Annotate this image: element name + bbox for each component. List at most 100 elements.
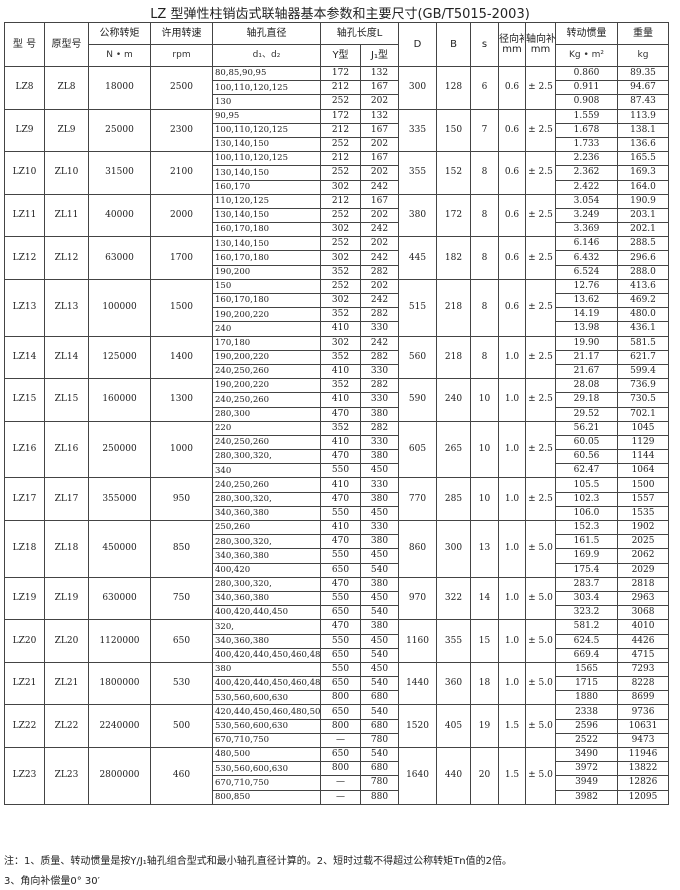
cell-text: 302 bbox=[331, 181, 350, 192]
cell: 242 bbox=[359, 179, 400, 195]
cell: 1520 bbox=[398, 704, 438, 748]
cell-text: 650 bbox=[331, 749, 350, 760]
cell: 9473 bbox=[617, 732, 670, 749]
data-row: LZ12 ZL12 63000 1700 130,140,150 252 202 445 182… bbox=[4, 236, 670, 280]
cell-text: 330 bbox=[370, 522, 389, 533]
cell-text: 0.911 bbox=[573, 82, 600, 93]
cell: 80,85,90,95 bbox=[212, 65, 321, 82]
cell-text: 202 bbox=[370, 238, 389, 249]
cell: ZL12 bbox=[44, 236, 89, 280]
cell-text: 590 bbox=[408, 394, 427, 405]
cell: 13 bbox=[470, 520, 500, 578]
data-row: 670,710,750 — 780 3949 12826 bbox=[5, 775, 670, 791]
cell: 132 bbox=[359, 108, 400, 124]
cell-text: ZL21 bbox=[54, 678, 79, 689]
cell: 106.0 bbox=[555, 505, 619, 522]
cell-text: d₁、d₂ bbox=[252, 50, 281, 60]
cell-text: 380 bbox=[370, 578, 389, 589]
cell: 2300 bbox=[150, 108, 213, 153]
cell: 240,250,260 bbox=[212, 434, 321, 451]
cell-text: 1800000 bbox=[99, 678, 140, 689]
cell-text: 380 bbox=[215, 664, 232, 675]
cell: ± 2.5 bbox=[525, 477, 557, 521]
cell: 282 bbox=[359, 264, 400, 280]
cell: 380 bbox=[359, 534, 400, 550]
cell-text: 850 bbox=[172, 543, 191, 554]
cell: 400,420 bbox=[212, 562, 321, 578]
cell: s bbox=[470, 22, 500, 67]
cell-text: 280,300,320, bbox=[215, 536, 272, 547]
cell-text: 469.2 bbox=[630, 295, 656, 306]
cell-text: 3068 bbox=[631, 607, 655, 618]
cell-text: LZ22 bbox=[12, 720, 37, 731]
data-row: 280,300,320, 470 380 102.3 1557 bbox=[5, 491, 670, 507]
cell-text: 20 bbox=[478, 770, 491, 781]
cell: 252 bbox=[320, 94, 361, 110]
cell: 3.369 bbox=[555, 222, 619, 238]
cell: 202 bbox=[359, 207, 400, 224]
cell-text: ± 2.5 bbox=[528, 493, 553, 504]
cell-text: 340,360,380 bbox=[215, 635, 270, 646]
data-row: LZ18 ZL18 450000 850 250,260 410 330 860 300 13 1.… bbox=[4, 519, 670, 578]
cell: 212 bbox=[320, 151, 361, 167]
cell: 680 bbox=[359, 761, 400, 777]
cell-text: 650 bbox=[331, 564, 350, 575]
cell: 2000 bbox=[150, 193, 213, 238]
cell-text: LZ15 bbox=[12, 394, 37, 405]
cell-text: 3949 bbox=[575, 777, 598, 788]
cell: 轴孔长度L bbox=[319, 22, 400, 45]
cell-text: 202 bbox=[370, 280, 389, 291]
cell-text: 190,200,220 bbox=[215, 352, 270, 363]
cell: 2100 bbox=[150, 151, 213, 195]
cell-text: 60.56 bbox=[573, 451, 600, 462]
cell: 167 bbox=[359, 193, 400, 209]
cell: 转动惯量 bbox=[555, 22, 619, 45]
cell: ZL14 bbox=[44, 335, 89, 380]
cell: 1557 bbox=[617, 491, 670, 507]
cell-text: 240 bbox=[444, 394, 463, 405]
cell: 212 bbox=[320, 193, 361, 209]
cell: 650 bbox=[320, 605, 361, 621]
cell-text: 252 bbox=[331, 96, 350, 107]
cell: 450000 bbox=[88, 520, 151, 578]
cell: ZL19 bbox=[44, 576, 89, 621]
cell-text: 重量 bbox=[633, 27, 654, 39]
cell: 320, bbox=[212, 619, 321, 635]
cell: kg bbox=[617, 44, 670, 67]
cell: 240,250,260 bbox=[212, 392, 321, 408]
cell: 130,140,150 bbox=[212, 236, 321, 252]
cell: ZL20 bbox=[44, 619, 89, 663]
cell-text: LZ21 bbox=[12, 678, 37, 689]
cell: 515 bbox=[398, 278, 438, 337]
cell: N • m bbox=[88, 44, 151, 67]
cell-text: 160,170,180 bbox=[215, 252, 270, 263]
cell: 8 bbox=[470, 151, 500, 195]
cell-text: 167 bbox=[370, 82, 389, 93]
cell-text: 480,500 bbox=[215, 749, 251, 760]
cell: 14.19 bbox=[555, 307, 619, 323]
cell-text: 132 bbox=[370, 110, 389, 121]
cell: LZ17 bbox=[4, 477, 45, 521]
cell-text: 90,95 bbox=[215, 110, 240, 121]
cell: 2500 bbox=[150, 66, 213, 110]
cell: 340,360,380 bbox=[212, 590, 321, 607]
cell: 28.08 bbox=[555, 378, 619, 394]
cell: 450 bbox=[359, 505, 400, 522]
cell-text: 3972 bbox=[575, 763, 598, 774]
cell-text: 169.3 bbox=[630, 167, 656, 178]
cell: LZ14 bbox=[4, 335, 45, 380]
data-row: 100,110,120,125 212 167 1.678 138.1 bbox=[5, 122, 670, 138]
cell-text: 470 bbox=[331, 578, 350, 589]
cell-text: 14 bbox=[478, 593, 491, 604]
cell-text: 13.98 bbox=[573, 323, 600, 334]
cell: 280,300,320, bbox=[212, 491, 321, 507]
cell-text: 340,360,380 bbox=[215, 593, 270, 604]
cell: 1160 bbox=[398, 619, 438, 663]
data-row: LZ20 ZL20 1120000 650 320, 470 380 1160 355 15 1.0… bbox=[4, 619, 670, 663]
cell-text: B bbox=[450, 38, 457, 50]
cell: 4426 bbox=[617, 633, 670, 649]
cell-text: 250,260 bbox=[215, 522, 251, 533]
cell-text: 800 bbox=[331, 763, 350, 774]
data-row: 280,300,320, 470 380 161.5 2025 bbox=[5, 534, 670, 550]
cell-text: 原型号 bbox=[51, 38, 82, 50]
